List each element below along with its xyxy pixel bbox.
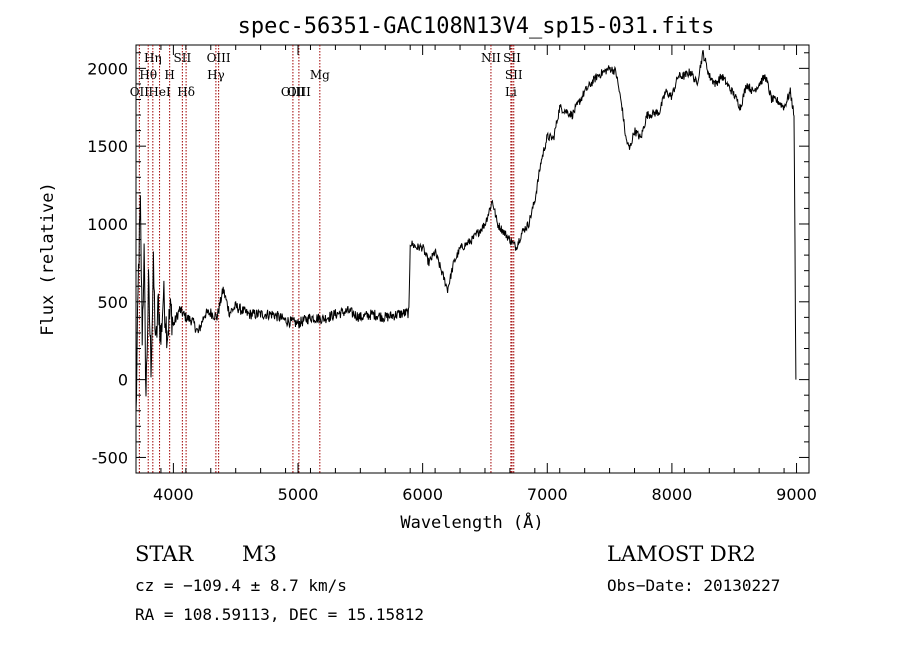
coordinates: RA = 108.59113, DEC = 15.15812 [135, 605, 424, 624]
survey-name: LAMOST DR2 [607, 542, 756, 566]
spectrum-line [135, 50, 797, 413]
object-subclass: M3 [242, 542, 277, 566]
y-tick-label: 1500 [87, 137, 128, 156]
line-marker-label: OIII [281, 85, 305, 99]
plot-frame [135, 44, 810, 474]
line-marker-label: OII [130, 85, 150, 99]
line-marker-label: NII [481, 51, 501, 65]
line-marker-group [138, 45, 515, 473]
line-marker-label: SII [505, 68, 523, 82]
line-marker-label: Hθ [139, 68, 157, 82]
x-tick-label: 9000 [776, 485, 817, 504]
line-marker-label: HeI [148, 85, 171, 99]
y-axis-label: Flux (relative) [38, 182, 58, 336]
x-tick-label: 5000 [278, 485, 319, 504]
redshift-velocity: cz = −109.4 ± 8.7 km/s [135, 576, 347, 595]
y-tick-label: -500 [92, 448, 128, 467]
x-axis: 4000 5000 6000 7000 8000 9000 [135, 45, 817, 504]
line-marker-label: SII [503, 51, 521, 65]
line-marker-label: OIII [287, 85, 311, 99]
line-marker-label: Mg [310, 68, 330, 82]
object-class: STAR [135, 542, 194, 566]
x-tick-label: 7000 [527, 485, 568, 504]
line-marker-label: H [164, 68, 174, 82]
x-tick-label: 6000 [402, 485, 443, 504]
x-tick-label: 8000 [652, 485, 693, 504]
observation-date: Obs−Date: 20130227 [607, 576, 780, 595]
y-tick-label: 1000 [87, 215, 128, 234]
line-marker-label: Hδ [177, 85, 195, 99]
y-axis: -500 0 500 1000 1500 2000 [87, 52, 809, 474]
line-marker-label: Hη [144, 51, 162, 65]
chart-title: spec-56351-GAC108N13V4_sp15-031.fits [238, 14, 715, 39]
y-tick-label: 2000 [87, 59, 128, 78]
x-axis-label: Wavelength (Å) [400, 511, 543, 533]
y-tick-label: 0 [118, 371, 128, 390]
line-marker-label: Li [505, 85, 517, 99]
y-tick-label: 500 [97, 293, 128, 312]
x-tick-label: 4000 [153, 485, 194, 504]
line-marker-label: OIII [207, 51, 231, 65]
line-marker-label: Hγ [207, 68, 225, 82]
line-marker-label: SII [174, 51, 192, 65]
